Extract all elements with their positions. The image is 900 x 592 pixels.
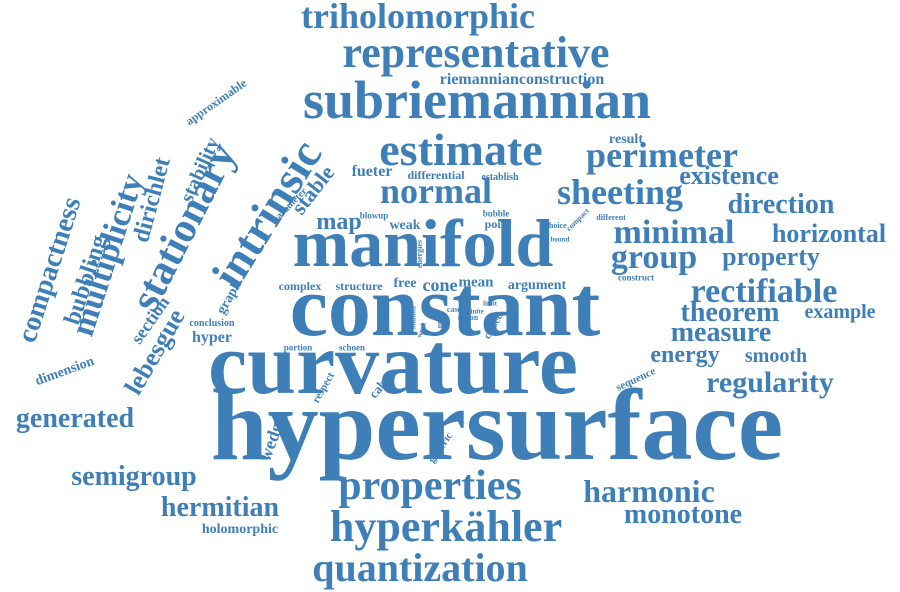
word: structure [335, 279, 383, 293]
word: energies [415, 240, 424, 268]
word: point [484, 217, 512, 231]
word: estimate [379, 124, 543, 175]
word: result [609, 132, 643, 147]
word: horizontal [771, 219, 887, 248]
word: bubble [482, 208, 510, 219]
word: case [446, 305, 462, 314]
word: harmonic [583, 473, 715, 509]
word: curvature [208, 316, 578, 413]
word: differential [407, 168, 465, 182]
word: monotone [623, 499, 743, 530]
word: quantization [312, 545, 528, 590]
word: hypersurface [210, 369, 784, 482]
word: existence [679, 161, 779, 190]
word: graph [214, 278, 246, 318]
word: representative [342, 28, 610, 77]
word: argument [507, 278, 567, 293]
word: triholomorphic [301, 0, 535, 36]
word: different [596, 213, 626, 222]
word: fueter [351, 163, 393, 180]
word: subriemannian [302, 70, 652, 130]
word: rectifiable [690, 273, 838, 310]
word: generated [15, 403, 135, 434]
word: energy [650, 342, 720, 368]
word: properties [338, 463, 522, 509]
word: direction [727, 189, 835, 220]
word: normal [380, 171, 492, 211]
word: hermitian [160, 492, 280, 523]
word: minimal [613, 214, 735, 251]
word: measure [670, 317, 772, 348]
word: conclusion [189, 318, 235, 329]
word: sheeting [557, 172, 683, 212]
word: bound [550, 235, 570, 244]
word: semigroup [71, 461, 197, 492]
word: blowup [359, 210, 389, 221]
word: solution [409, 306, 418, 330]
word: property [722, 242, 820, 271]
word: approximable [182, 75, 250, 129]
word: mean [458, 274, 494, 291]
word: example [804, 301, 876, 323]
word: constant [289, 258, 601, 354]
word: proof [435, 311, 444, 329]
word: smooth [744, 345, 808, 367]
word: simon [457, 313, 479, 322]
word: establish [481, 172, 519, 183]
word: limit [483, 299, 497, 308]
word: map [316, 209, 362, 235]
word: finite [468, 307, 484, 316]
word: riemannianconstruction [439, 71, 605, 88]
word: dual [456, 299, 465, 313]
word: dimension [33, 353, 97, 390]
word: weak [389, 218, 421, 233]
word: cone [422, 275, 458, 295]
word: construct [618, 272, 654, 283]
word: group [610, 239, 698, 276]
word: choice [545, 221, 567, 230]
word: complex [278, 279, 322, 293]
word: portion [283, 342, 313, 353]
word: theorem [680, 297, 780, 328]
word: holomorphic [201, 522, 279, 537]
word: manifold [292, 205, 554, 281]
word: regularity [706, 366, 834, 399]
word: hyperkähler [329, 502, 563, 551]
word: free [393, 276, 417, 291]
word: perimeter [586, 135, 738, 175]
word: hyper [192, 329, 232, 346]
word: schoen [338, 342, 366, 353]
